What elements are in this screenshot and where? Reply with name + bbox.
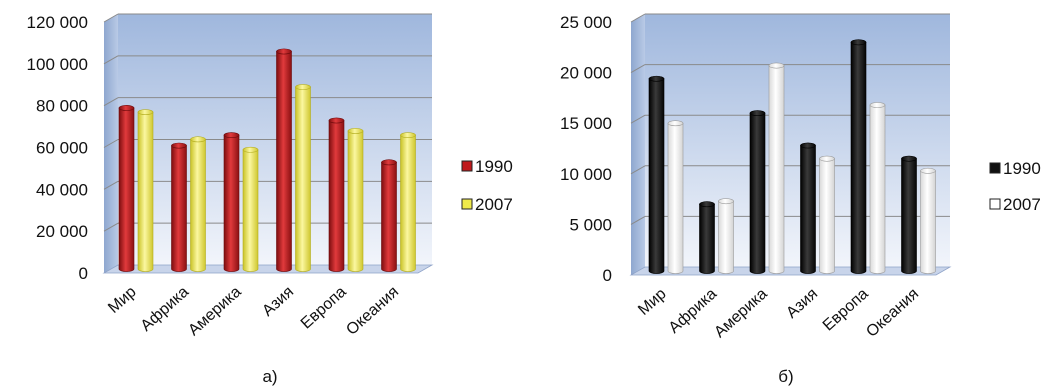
y-tick-label: 80 000 [36, 97, 88, 116]
y-tick-label: 10 000 [560, 165, 612, 184]
x-tick-label: Европа [298, 283, 350, 332]
bar-2007-2 [190, 136, 206, 272]
legend-label-1990: 1990 [1003, 159, 1041, 178]
bar-2007-3 [768, 62, 785, 274]
bar-2007-1 [137, 109, 154, 272]
bar-1990-5 [850, 39, 867, 274]
bar-2007-5 [869, 102, 886, 274]
gridline-side [630, 114, 646, 124]
bar-2007-4 [819, 155, 835, 274]
x-tick-label: Азия [259, 283, 297, 319]
bar-2007-4 [295, 84, 311, 272]
gridline-side [103, 180, 119, 190]
y-tick-label: 100 000 [27, 55, 88, 74]
gridline-side [630, 215, 646, 225]
chart-a: 0 20 000 40 000 60 000 80 000 100 000 120 000 М… [27, 13, 513, 386]
chart-caption: а) [262, 367, 277, 386]
y-tick-label: 5 000 [569, 215, 612, 234]
bar-1990-2 [699, 201, 715, 274]
gridline-side [630, 165, 646, 175]
x-tick-label: Америка [711, 285, 770, 341]
x-tick-label: Океания [343, 283, 402, 338]
legend-label-1990: 1990 [475, 157, 513, 176]
legend-swatch-1990 [461, 160, 473, 172]
gridline-side [103, 222, 119, 232]
plot-side-wall [631, 14, 645, 275]
plot-back-wall [645, 14, 950, 267]
bar-2007-6 [920, 167, 936, 274]
legend-label-2007: 2007 [1003, 195, 1041, 214]
gridline-side [630, 64, 646, 74]
x-tick-label: Азия [783, 285, 821, 321]
y-tick-label: 20 000 [36, 222, 88, 241]
y-tick-label: 0 [603, 266, 612, 285]
y-tick-label: 40 000 [36, 180, 88, 199]
bar-2007-1 [667, 120, 684, 274]
x-tick-label: Африка [138, 283, 193, 335]
y-tick-label: 0 [79, 264, 88, 283]
bar-1990-6 [381, 159, 397, 272]
bar-1990-2 [171, 142, 187, 272]
bar-2007-5 [347, 128, 364, 272]
gridline-side [103, 55, 119, 65]
y-tick-label: 20 000 [560, 64, 612, 83]
legend-swatch-2007 [461, 198, 473, 210]
legend-swatch-1990 [989, 162, 1001, 174]
y-tick-label: 60 000 [36, 139, 88, 158]
x-tick-label: Америка [185, 283, 244, 339]
bar-1990-1 [118, 105, 135, 272]
bar-1990-3 [749, 110, 766, 274]
gridline-side [630, 13, 646, 23]
bar-1990-6 [901, 155, 917, 274]
bar-2007-6 [400, 132, 416, 272]
bar-1990-1 [648, 75, 665, 274]
y-tick-label: 25 000 [560, 13, 612, 32]
gridline-side [103, 97, 119, 107]
bar-2007-2 [718, 198, 734, 274]
x-tick-label: Мир [105, 283, 140, 317]
y-tick-label: 15 000 [560, 114, 612, 133]
bar-1990-3 [223, 132, 240, 272]
bar-1990-4 [276, 48, 292, 272]
y-tick-label: 120 000 [27, 13, 88, 32]
gridline-side [103, 13, 119, 23]
x-tick-label: Океания [863, 285, 922, 340]
bar-1990-5 [328, 117, 345, 272]
x-tick-label: Мир [635, 285, 670, 319]
bar-2007-3 [242, 146, 259, 272]
chart-caption: б) [778, 367, 793, 386]
legend-label-2007: 2007 [475, 195, 513, 214]
gridline-side [103, 139, 119, 148]
bar-1990-4 [800, 142, 816, 274]
legend-swatch-2007 [989, 198, 1001, 210]
